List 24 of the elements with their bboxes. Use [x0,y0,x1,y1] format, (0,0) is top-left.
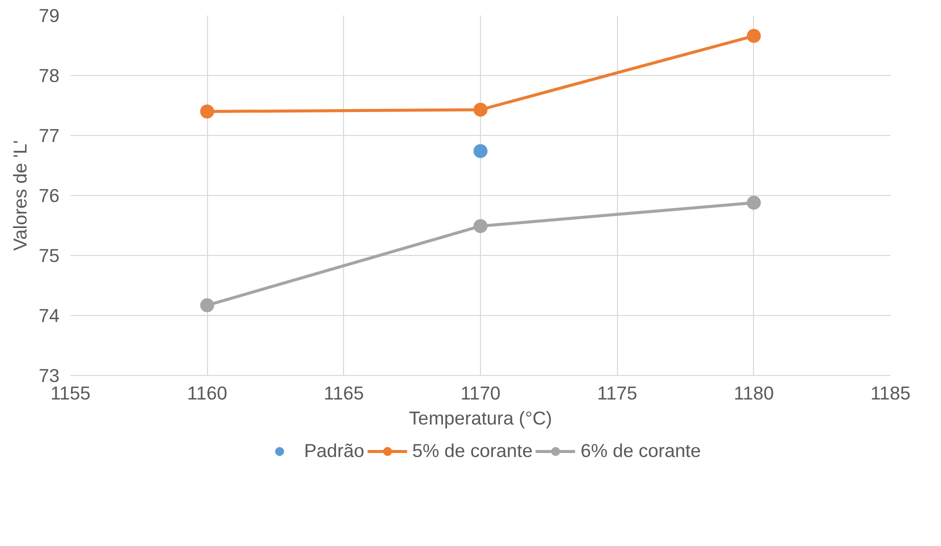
legend-label: Padrão [304,440,364,462]
y-tick-label: 74 [38,305,60,326]
point [746,196,761,210]
y-tick-label: 75 [38,245,60,266]
point [474,219,488,234]
x-tick-label: 1160 [187,382,228,404]
point [200,298,214,312]
y-tick-label: 79 [38,5,60,26]
x-tick-label: 1175 [597,382,638,404]
point [474,102,488,117]
x-axis-title: Temperatura (°C) [408,408,552,428]
point [474,144,488,158]
y-axis-title: Valores de 'L' [10,140,31,251]
x-tick-label: 1185 [870,382,911,404]
point [746,28,761,43]
y-tick-label: 77 [38,125,60,146]
y-tick-label: 76 [38,185,60,206]
x-tick-label: 1165 [324,382,364,404]
y-tick-label: 78 [38,65,60,86]
point [200,104,214,118]
x-tick-label: 1180 [734,382,774,404]
legend-label: 5% de corante [412,440,533,462]
x-tick-label: 1170 [460,382,501,404]
legend-label: 6% de corante [580,440,701,462]
